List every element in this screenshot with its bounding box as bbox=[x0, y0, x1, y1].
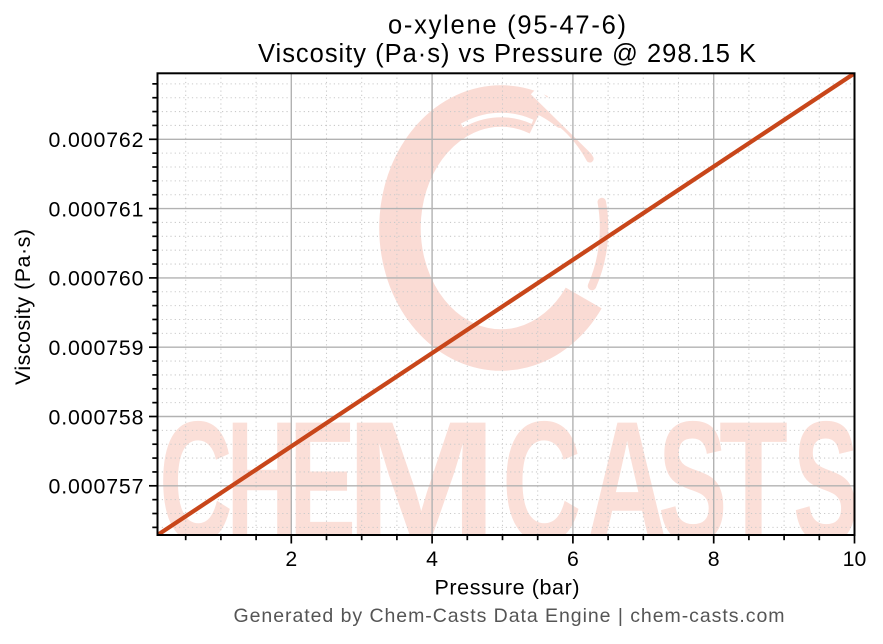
svg-text:S: S bbox=[658, 386, 727, 578]
svg-text:T: T bbox=[719, 385, 788, 578]
svg-text:Pressure (bar): Pressure (bar) bbox=[435, 576, 580, 600]
svg-text:0.000760: 0.000760 bbox=[49, 267, 144, 291]
svg-text:10: 10 bbox=[843, 547, 867, 571]
svg-text:6: 6 bbox=[567, 547, 579, 571]
svg-text:Generated by Chem-Casts Data E: Generated by Chem-Casts Data Engine | ch… bbox=[234, 605, 785, 627]
svg-text:Viscosity (Pa·s): Viscosity (Pa·s) bbox=[11, 229, 35, 385]
svg-text:A: A bbox=[586, 385, 668, 577]
svg-text:0.000761: 0.000761 bbox=[49, 197, 144, 221]
svg-text:Viscosity (Pa·s) vs Pressure @: Viscosity (Pa·s) vs Pressure @ 298.15 K bbox=[258, 40, 756, 68]
svg-text:2: 2 bbox=[285, 547, 297, 571]
svg-text:8: 8 bbox=[708, 547, 720, 571]
svg-text:0.000762: 0.000762 bbox=[49, 128, 144, 152]
svg-text:M: M bbox=[345, 386, 498, 578]
svg-text:0.000759: 0.000759 bbox=[49, 336, 144, 360]
svg-text:4: 4 bbox=[426, 547, 438, 571]
svg-text:S: S bbox=[793, 385, 859, 578]
svg-text:0.000757: 0.000757 bbox=[49, 475, 144, 499]
svg-text:C: C bbox=[502, 385, 581, 578]
svg-text:0.000758: 0.000758 bbox=[49, 405, 144, 429]
svg-text:o-xylene (95-47-6): o-xylene (95-47-6) bbox=[388, 12, 626, 40]
svg-text:H: H bbox=[226, 386, 298, 578]
